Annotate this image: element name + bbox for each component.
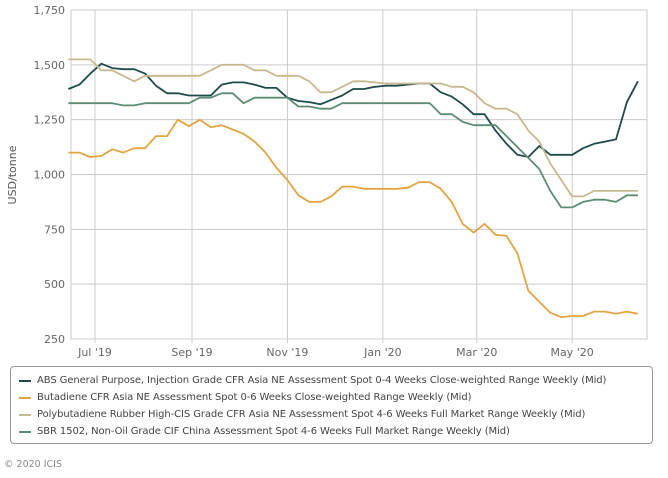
grid (70, 9, 648, 343)
series-line-1[interactable] (68, 118, 639, 319)
series-lines (68, 58, 639, 319)
legend-swatch-butadiene (19, 396, 31, 399)
legend-item-polybutadiene[interactable]: Polybutadiene Rubber High-CIS Grade CFR … (19, 406, 652, 423)
legend-label-abs: ABS General Purpose, Injection Grade CFR… (37, 375, 607, 386)
legend-label-sbr: SBR 1502, Non-Oil Grade CIF China Assess… (37, 426, 510, 437)
y-tick-label: 1,250 (34, 114, 66, 127)
line-chart: 250 500 750 1,000 1,250 1,500 1,750 Jul '19 Sep… (6, 4, 648, 359)
x-tick-label: Sep '19 (171, 346, 212, 359)
x-tick-label: Jan '20 (363, 346, 401, 359)
y-tick-label: 750 (44, 223, 65, 236)
series-line-3[interactable] (68, 92, 638, 209)
x-tick-label: Jul '19 (77, 346, 112, 359)
legend-label-polybutadiene: Polybutadiene Rubber High-CIS Grade CFR … (37, 409, 586, 420)
y-tick-label: 250 (44, 333, 65, 346)
legend-swatch-polybutadiene (19, 413, 31, 416)
legend-item-butadiene[interactable]: Butadiene CFR Asia NE Assessment Spot 0-… (19, 389, 652, 406)
series-line-2[interactable] (68, 58, 638, 198)
copyright-text: © 2020 ICIS (4, 459, 62, 470)
legend-label-butadiene: Butadiene CFR Asia NE Assessment Spot 0-… (37, 392, 472, 403)
legend-item-sbr[interactable]: SBR 1502, Non-Oil Grade CIF China Assess… (19, 423, 652, 440)
y-tick-label: 500 (44, 278, 65, 291)
x-tick-label: Nov '19 (266, 346, 308, 359)
x-tick-label: Mar '20 (456, 346, 497, 359)
legend-swatch-abs (19, 379, 31, 382)
y-tick-label: 1,000 (34, 169, 66, 182)
y-tick-label: 1,500 (34, 59, 66, 72)
legend-item-abs[interactable]: ABS General Purpose, Injection Grade CFR… (19, 372, 652, 389)
x-axis: Jul '19 Sep '19 Nov '19 Jan '20 Mar '20 May '… (77, 346, 594, 359)
legend-swatch-sbr (19, 430, 31, 433)
y-axis-title: USD/tonne (6, 145, 19, 204)
y-tick-label: 1,750 (34, 4, 66, 17)
series-line-0[interactable] (68, 62, 639, 158)
legend: ABS General Purpose, Injection Grade CFR… (10, 366, 653, 444)
y-axis: 250 500 750 1,000 1,250 1,500 1,750 (34, 4, 66, 346)
x-tick-label: May '20 (551, 346, 594, 359)
